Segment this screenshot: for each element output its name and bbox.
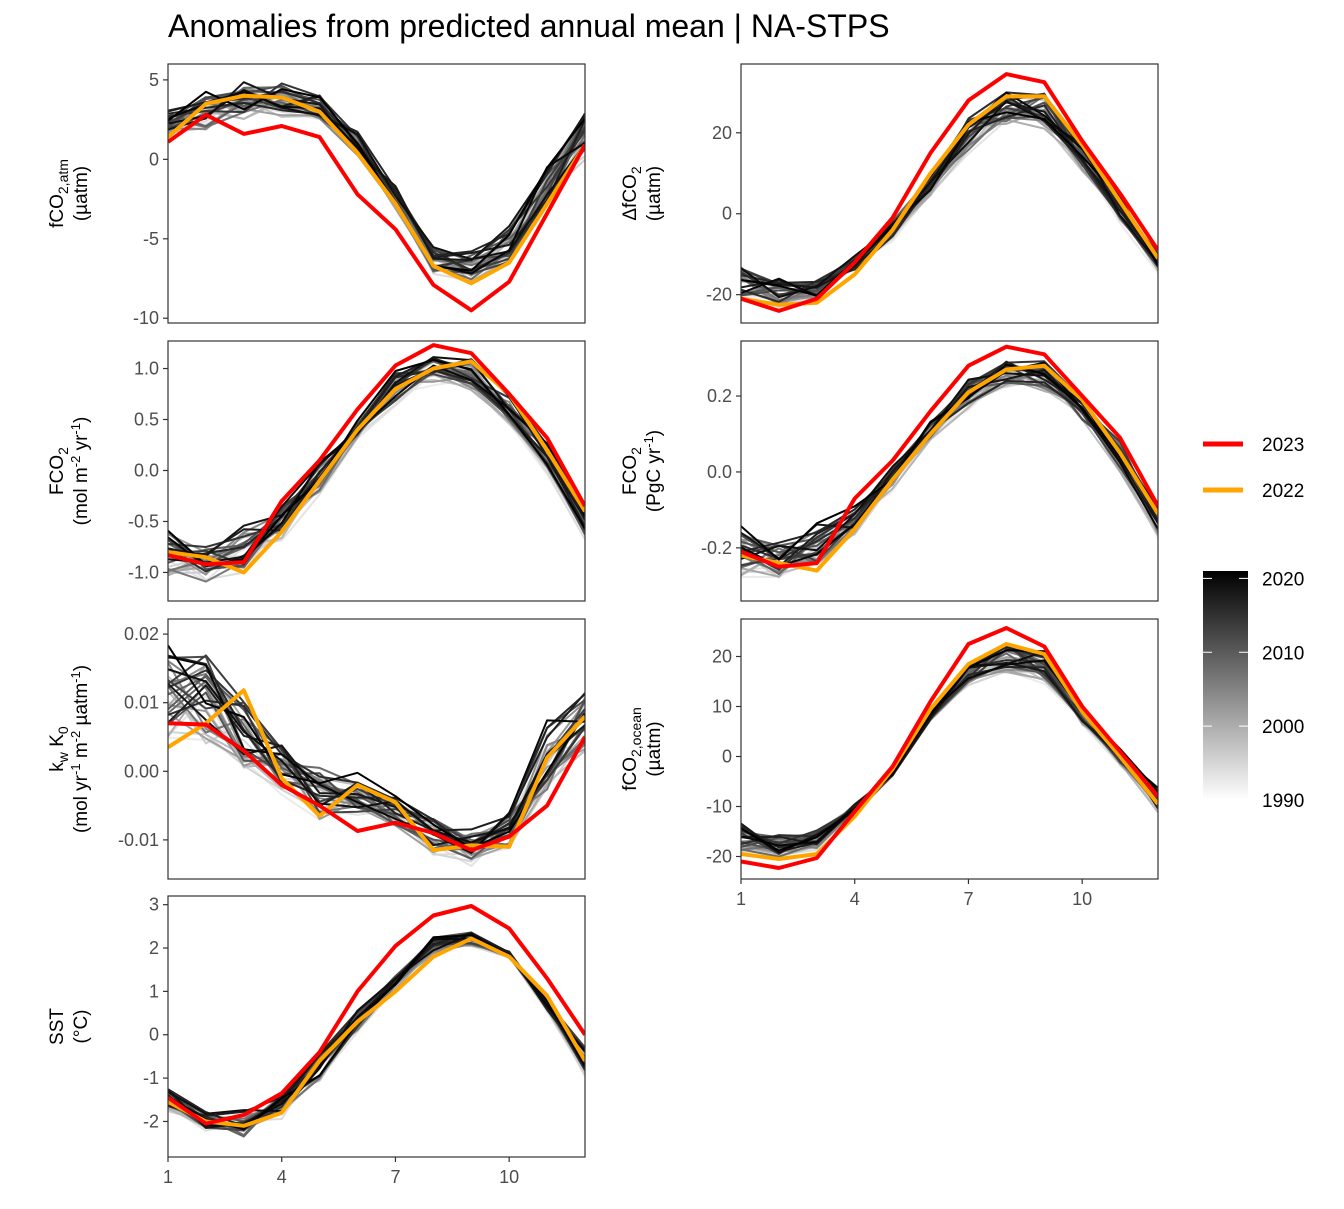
series-line-2022 [741,642,1158,861]
series-group [168,904,585,1138]
series-line-2023 [168,112,585,313]
series-line-2023 [168,343,585,567]
x-tick-label: 4 [850,889,860,909]
x-tick-label: 10 [1072,889,1092,909]
x-tick-label: 7 [390,1167,400,1187]
y-tick-label: 10 [712,697,732,717]
panel-border [167,895,586,1158]
x-tick-label: 10 [499,1167,519,1187]
y-axis-label: fCO2,atm(µatm) [47,159,92,228]
y-tick-label: 3 [149,895,159,915]
y-tick-label: -10 [133,308,159,328]
colorbar-gradient [1203,571,1248,800]
series-group [741,626,1158,870]
x-tick-label: 4 [277,1167,287,1187]
panel-border [167,63,586,324]
series-group [168,644,585,867]
y-tick-label: 0 [722,747,732,767]
panel-background [741,64,1158,323]
panel-fco2_pgc: 0.2 0.0 -0.2 FCO2(PgC yr-1) [620,340,1159,602]
y-axis-label: FCO2(PgC yr-1) [620,430,665,512]
series-line-2023 [741,626,1158,870]
y-tick-label: 0 [722,204,732,224]
y-tick-label: 20 [712,123,732,143]
y-tick-label: -20 [706,847,732,867]
series-line-2022 [741,363,1158,573]
y-tick-label: 0.0 [707,462,732,482]
y-tick-label: 0.00 [124,761,159,781]
chart-title: Anomalies from predicted annual mean | N… [168,8,890,44]
panel-dfco2: 20 0 -20 ΔfCO2(µatm) [620,63,1159,324]
legend-highlight: 2023 2022 [1203,435,1304,502]
y-tick-label: 0.01 [124,693,159,713]
series-line-2023 [741,344,1158,569]
series-line-2023 [168,904,585,1126]
y-tick-label: -10 [706,797,732,817]
y-tick-label: 0 [149,149,159,169]
y-tick-label: -1 [143,1068,159,1088]
series-line-year-2021 [168,88,585,272]
y-tick-label: 1.0 [134,359,159,379]
y-tick-label: -0.01 [118,830,159,850]
y-axis-label: kw K0(mol yr-1 m-2 µatm-1) [47,665,92,833]
series-group [741,344,1158,579]
series-group [741,72,1158,313]
y-tick-label: -1.0 [128,562,159,582]
x-tick-label: 1 [736,889,746,909]
series-line-year-2019 [168,668,585,844]
colorbar-label-2020: 2020 [1262,569,1304,590]
series-line-year-2018 [168,81,585,262]
panel-border [740,63,1159,324]
series-line-year-2017 [168,684,585,832]
y-tick-label: -5 [143,229,159,249]
series-line-year-2021 [168,644,585,850]
series-line-year-2018 [741,661,1158,853]
series-line-year-2020 [168,364,585,567]
series-line-2022 [168,936,585,1128]
y-tick-label: 0.0 [134,460,159,480]
x-tick-label: 1 [163,1167,173,1187]
y-tick-label: 0.5 [134,410,159,430]
y-tick-label: 0.02 [124,624,159,644]
colorbar-label-2000: 2000 [1262,717,1304,738]
y-tick-label: 5 [149,70,159,90]
colorbar: 2020 2010 2000 1990 [1203,569,1304,812]
colorbar-label-1990: 1990 [1262,791,1304,812]
series-group [168,343,585,583]
y-tick-label: -2 [143,1111,159,1131]
y-tick-label: 0 [149,1025,159,1045]
series-line-year-2020 [168,655,585,854]
y-tick-label: -20 [706,285,732,305]
y-tick-label: -0.2 [701,538,732,558]
y-tick-label: -0.5 [128,511,159,531]
y-axis-label: ΔfCO2(µatm) [620,166,665,221]
series-line-2023 [168,721,585,853]
series-line-2023 [741,72,1158,313]
x-tick-label: 7 [963,889,973,909]
series-line-year-2008 [168,675,585,848]
panel-kwk0: 0.02 0.01 0.00 -0.01 kw K0(mol yr-1 m-2 µatm… [47,618,586,880]
y-axis-label: FCO2(mol m-2 yr-1) [47,417,92,526]
series-group [168,81,585,313]
series-line-2022 [168,93,585,286]
y-tick-label: 2 [149,938,159,958]
y-tick-label: 1 [149,981,159,1001]
y-tick-label: 20 [712,647,732,667]
panel-fco2atm: 5 0 -5 -10 fCO2,atm(µatm) [47,63,586,328]
panel-fco2ocean: 20 10 0 -10 -20 1 4 7 10 fCO2,ocean(µatm) [620,618,1159,909]
legend-label-2022: 2022 [1262,481,1304,502]
panel-border [740,340,1159,602]
panel-border [740,618,1159,880]
y-tick-label: 0.2 [707,386,732,406]
series-line-year-2018 [741,101,1158,289]
panel-border [167,618,586,880]
panel-fco2_mol: 1.0 0.5 0.0 -0.5 -1.0 FCO2(mol m-2 yr-1) [47,340,586,602]
colorbar-label-2010: 2010 [1262,643,1304,664]
y-axis-label: SST (°C) [47,1008,92,1045]
series-line-2022 [741,94,1158,307]
y-axis-label: fCO2,ocean(µatm) [620,707,665,791]
legend-label-2023: 2023 [1262,435,1304,456]
